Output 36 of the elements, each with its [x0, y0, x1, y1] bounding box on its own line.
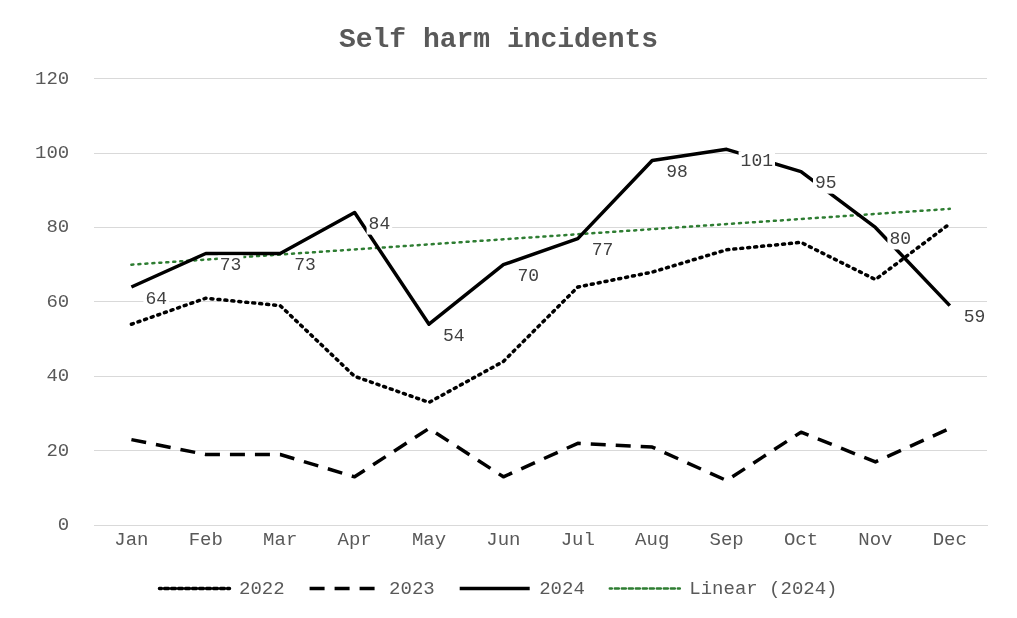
- data-label: 84: [368, 214, 391, 235]
- chart-title: Self harm incidents: [338, 23, 659, 55]
- y-tick-label: 0: [57, 514, 70, 537]
- y-tick-label: 80: [46, 216, 70, 239]
- x-tick-label: Oct: [783, 528, 819, 551]
- data-label: 73: [219, 255, 242, 276]
- y-tick-label: 40: [46, 365, 70, 388]
- y-tick-label: 60: [46, 290, 70, 313]
- legend-label: 2022: [238, 577, 285, 600]
- legend-label: 2024: [539, 577, 585, 600]
- data-label: 95: [815, 173, 837, 194]
- y-tick-label: 100: [34, 142, 70, 165]
- x-tick-label: Jul: [560, 528, 595, 551]
- data-label: 64: [145, 288, 168, 309]
- x-tick-label: Nov: [858, 528, 893, 551]
- x-tick-label: Sep: [709, 528, 744, 551]
- data-label: 70: [517, 266, 540, 287]
- data-label: 59: [963, 307, 986, 328]
- data-label: 77: [591, 240, 614, 261]
- x-tick-label: May: [411, 528, 447, 551]
- data-label: 73: [294, 255, 316, 276]
- y-tick-label: 20: [46, 439, 70, 462]
- legend-label: 2023: [389, 577, 435, 600]
- x-tick-label: Jun: [486, 528, 521, 551]
- x-tick-label: Mar: [263, 528, 298, 551]
- x-tick-label: Feb: [188, 528, 223, 551]
- x-tick-label: Dec: [932, 528, 967, 551]
- x-tick-label: Jan: [114, 528, 149, 551]
- legend-label: Linear (2024): [689, 577, 838, 600]
- data-label: 101: [740, 151, 774, 172]
- x-tick-label: Apr: [337, 528, 372, 551]
- x-tick-label: Aug: [635, 528, 670, 551]
- data-label: 80: [889, 229, 912, 250]
- data-label: 54: [443, 326, 465, 346]
- y-tick-label: 120: [34, 67, 70, 90]
- data-label: 98: [666, 162, 688, 183]
